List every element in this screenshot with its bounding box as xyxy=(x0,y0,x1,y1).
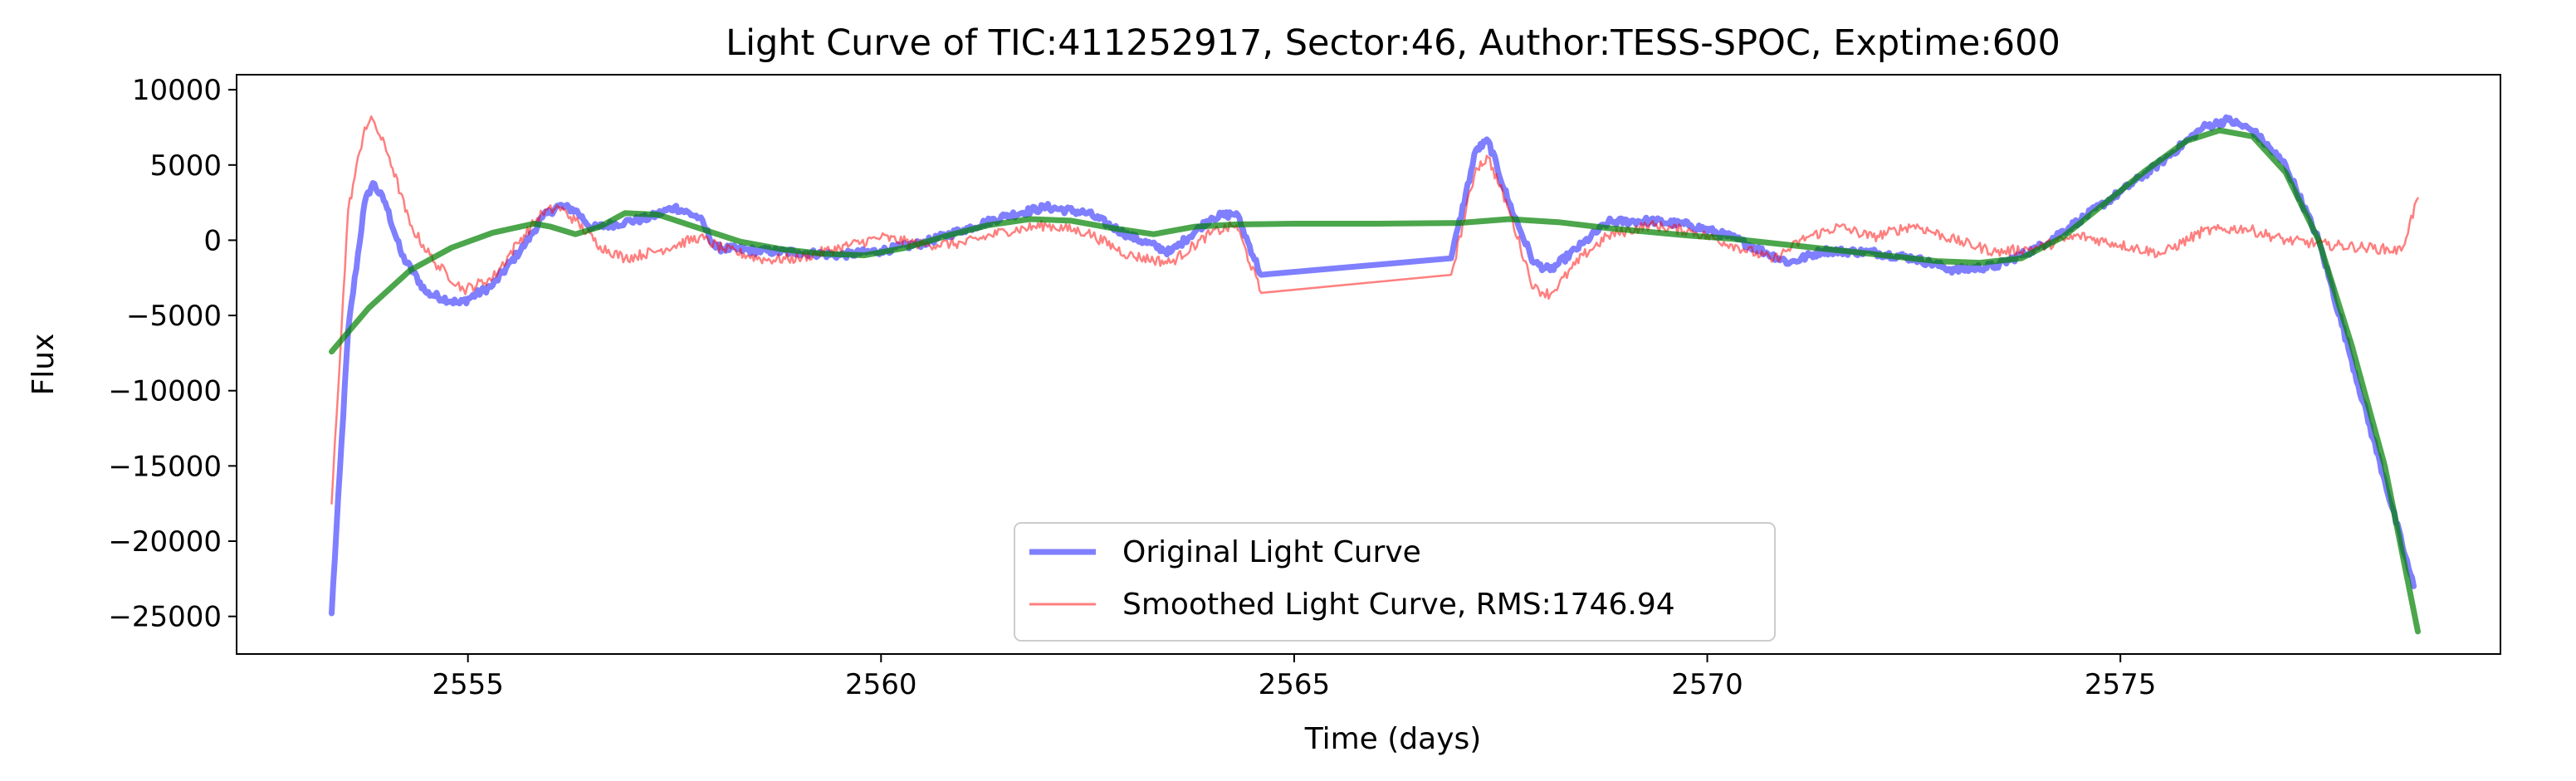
plot-frame xyxy=(236,74,2501,655)
x-tick-label: 2560 xyxy=(845,668,917,701)
y-axis: 10000 5000 0 −5000 −10000 −15000 −20000 −25000 xyxy=(108,74,237,634)
x-axis-label: Time (days) xyxy=(1304,722,1482,756)
y-tick-label: −20000 xyxy=(108,525,222,559)
y-tick-label: −25000 xyxy=(108,601,222,634)
legend-label-smoothed: Smoothed Light Curve, RMS:1746.94 xyxy=(1122,588,1675,622)
legend-box xyxy=(1014,522,1776,642)
x-tick-label: 2565 xyxy=(1259,668,1331,701)
y-tick-label: 0 xyxy=(203,224,222,257)
series-smoothed-line xyxy=(330,115,2419,505)
y-tick-label: 10000 xyxy=(132,74,222,107)
y-axis-label: Flux xyxy=(27,334,61,396)
legend: Original Light Curve Smoothed Light Curv… xyxy=(1014,522,1776,642)
series-fit-line xyxy=(329,127,2421,635)
x-tick-label: 2555 xyxy=(432,668,504,701)
y-tick-label: −15000 xyxy=(108,450,222,483)
y-tick-label: −5000 xyxy=(126,300,222,333)
y-tick-label: −10000 xyxy=(108,375,222,408)
x-tick-label: 2570 xyxy=(1671,668,1743,701)
x-tick-label: 2575 xyxy=(2085,668,2157,701)
x-axis: 2555 2560 2565 2570 2575 xyxy=(432,654,2156,701)
y-tick-label: 5000 xyxy=(149,149,222,183)
series-layer xyxy=(329,114,2421,635)
chart-title: Light Curve of TIC:411252917, Sector:46,… xyxy=(726,22,2060,64)
legend-label-original: Original Light Curve xyxy=(1122,535,1421,569)
